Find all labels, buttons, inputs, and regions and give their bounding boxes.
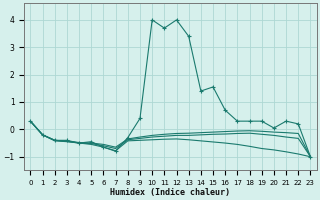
- X-axis label: Humidex (Indice chaleur): Humidex (Indice chaleur): [110, 188, 230, 197]
